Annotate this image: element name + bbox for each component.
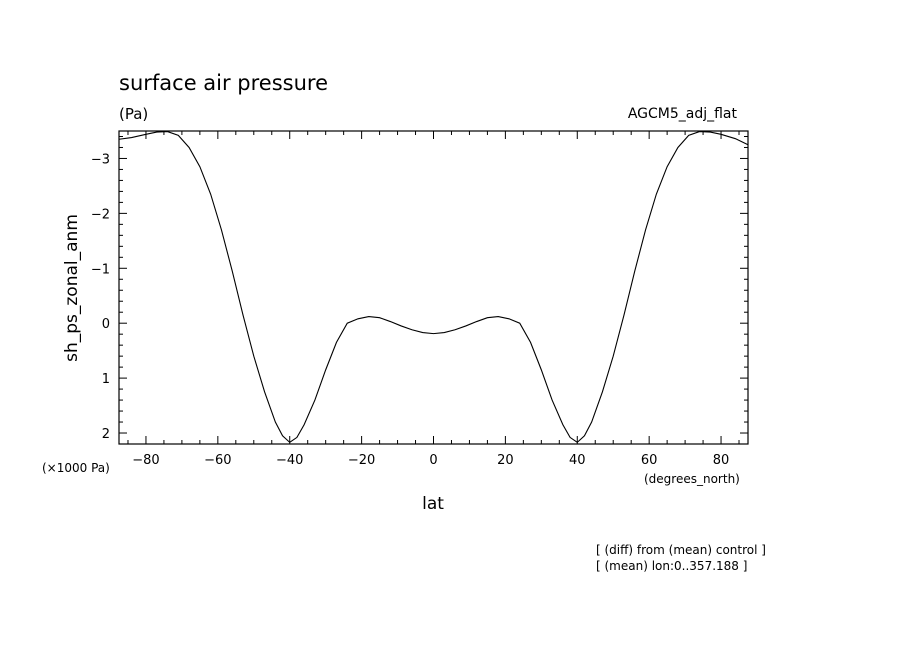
y-axis-label: sh_ps_zonal_anm <box>62 214 82 362</box>
y-tick-label: −1 <box>91 262 110 277</box>
y-tick-labels: −3 −2 −1 0 1 2 <box>91 152 110 442</box>
y-tick-label: 2 <box>102 427 110 442</box>
y-tick-label: −2 <box>91 207 110 222</box>
y-tick-label: 0 <box>102 317 110 332</box>
x-tick-label: 80 <box>713 453 730 468</box>
x-units-label: (degrees_north) <box>644 472 740 486</box>
note-mean: [ (mean) lon:0..357.188 ] <box>596 559 747 573</box>
note-diff: [ (diff) from (mean) control ] <box>596 543 766 557</box>
plot-frame <box>118 130 749 445</box>
x-tick-label: 0 <box>429 453 437 468</box>
major-ticks <box>119 131 748 444</box>
minor-ticks <box>119 131 748 445</box>
x-tick-label: 40 <box>569 453 586 468</box>
series-line <box>118 130 749 444</box>
y-tick-label: −3 <box>91 152 110 167</box>
x-tick-label: −60 <box>204 453 231 468</box>
plot-area: −80 −60 −40 −20 0 20 40 60 80 −3 −2 −1 0 1 2 <box>91 130 749 468</box>
y-scale-label: (×1000 Pa) <box>42 461 110 475</box>
y-tick-label: 1 <box>102 372 110 387</box>
chart-units: (Pa) <box>119 105 148 123</box>
dataset-label: AGCM5_adj_flat <box>628 106 738 122</box>
x-tick-labels: −80 −60 −40 −20 0 20 40 60 80 <box>132 453 729 468</box>
x-tick-label: 20 <box>497 453 514 468</box>
x-axis-label: lat <box>422 494 444 514</box>
x-tick-label: −80 <box>132 453 159 468</box>
x-tick-label: −20 <box>348 453 375 468</box>
chart-title: surface air pressure <box>119 71 328 95</box>
x-tick-label: −40 <box>276 453 303 468</box>
x-tick-label: 60 <box>641 453 658 468</box>
